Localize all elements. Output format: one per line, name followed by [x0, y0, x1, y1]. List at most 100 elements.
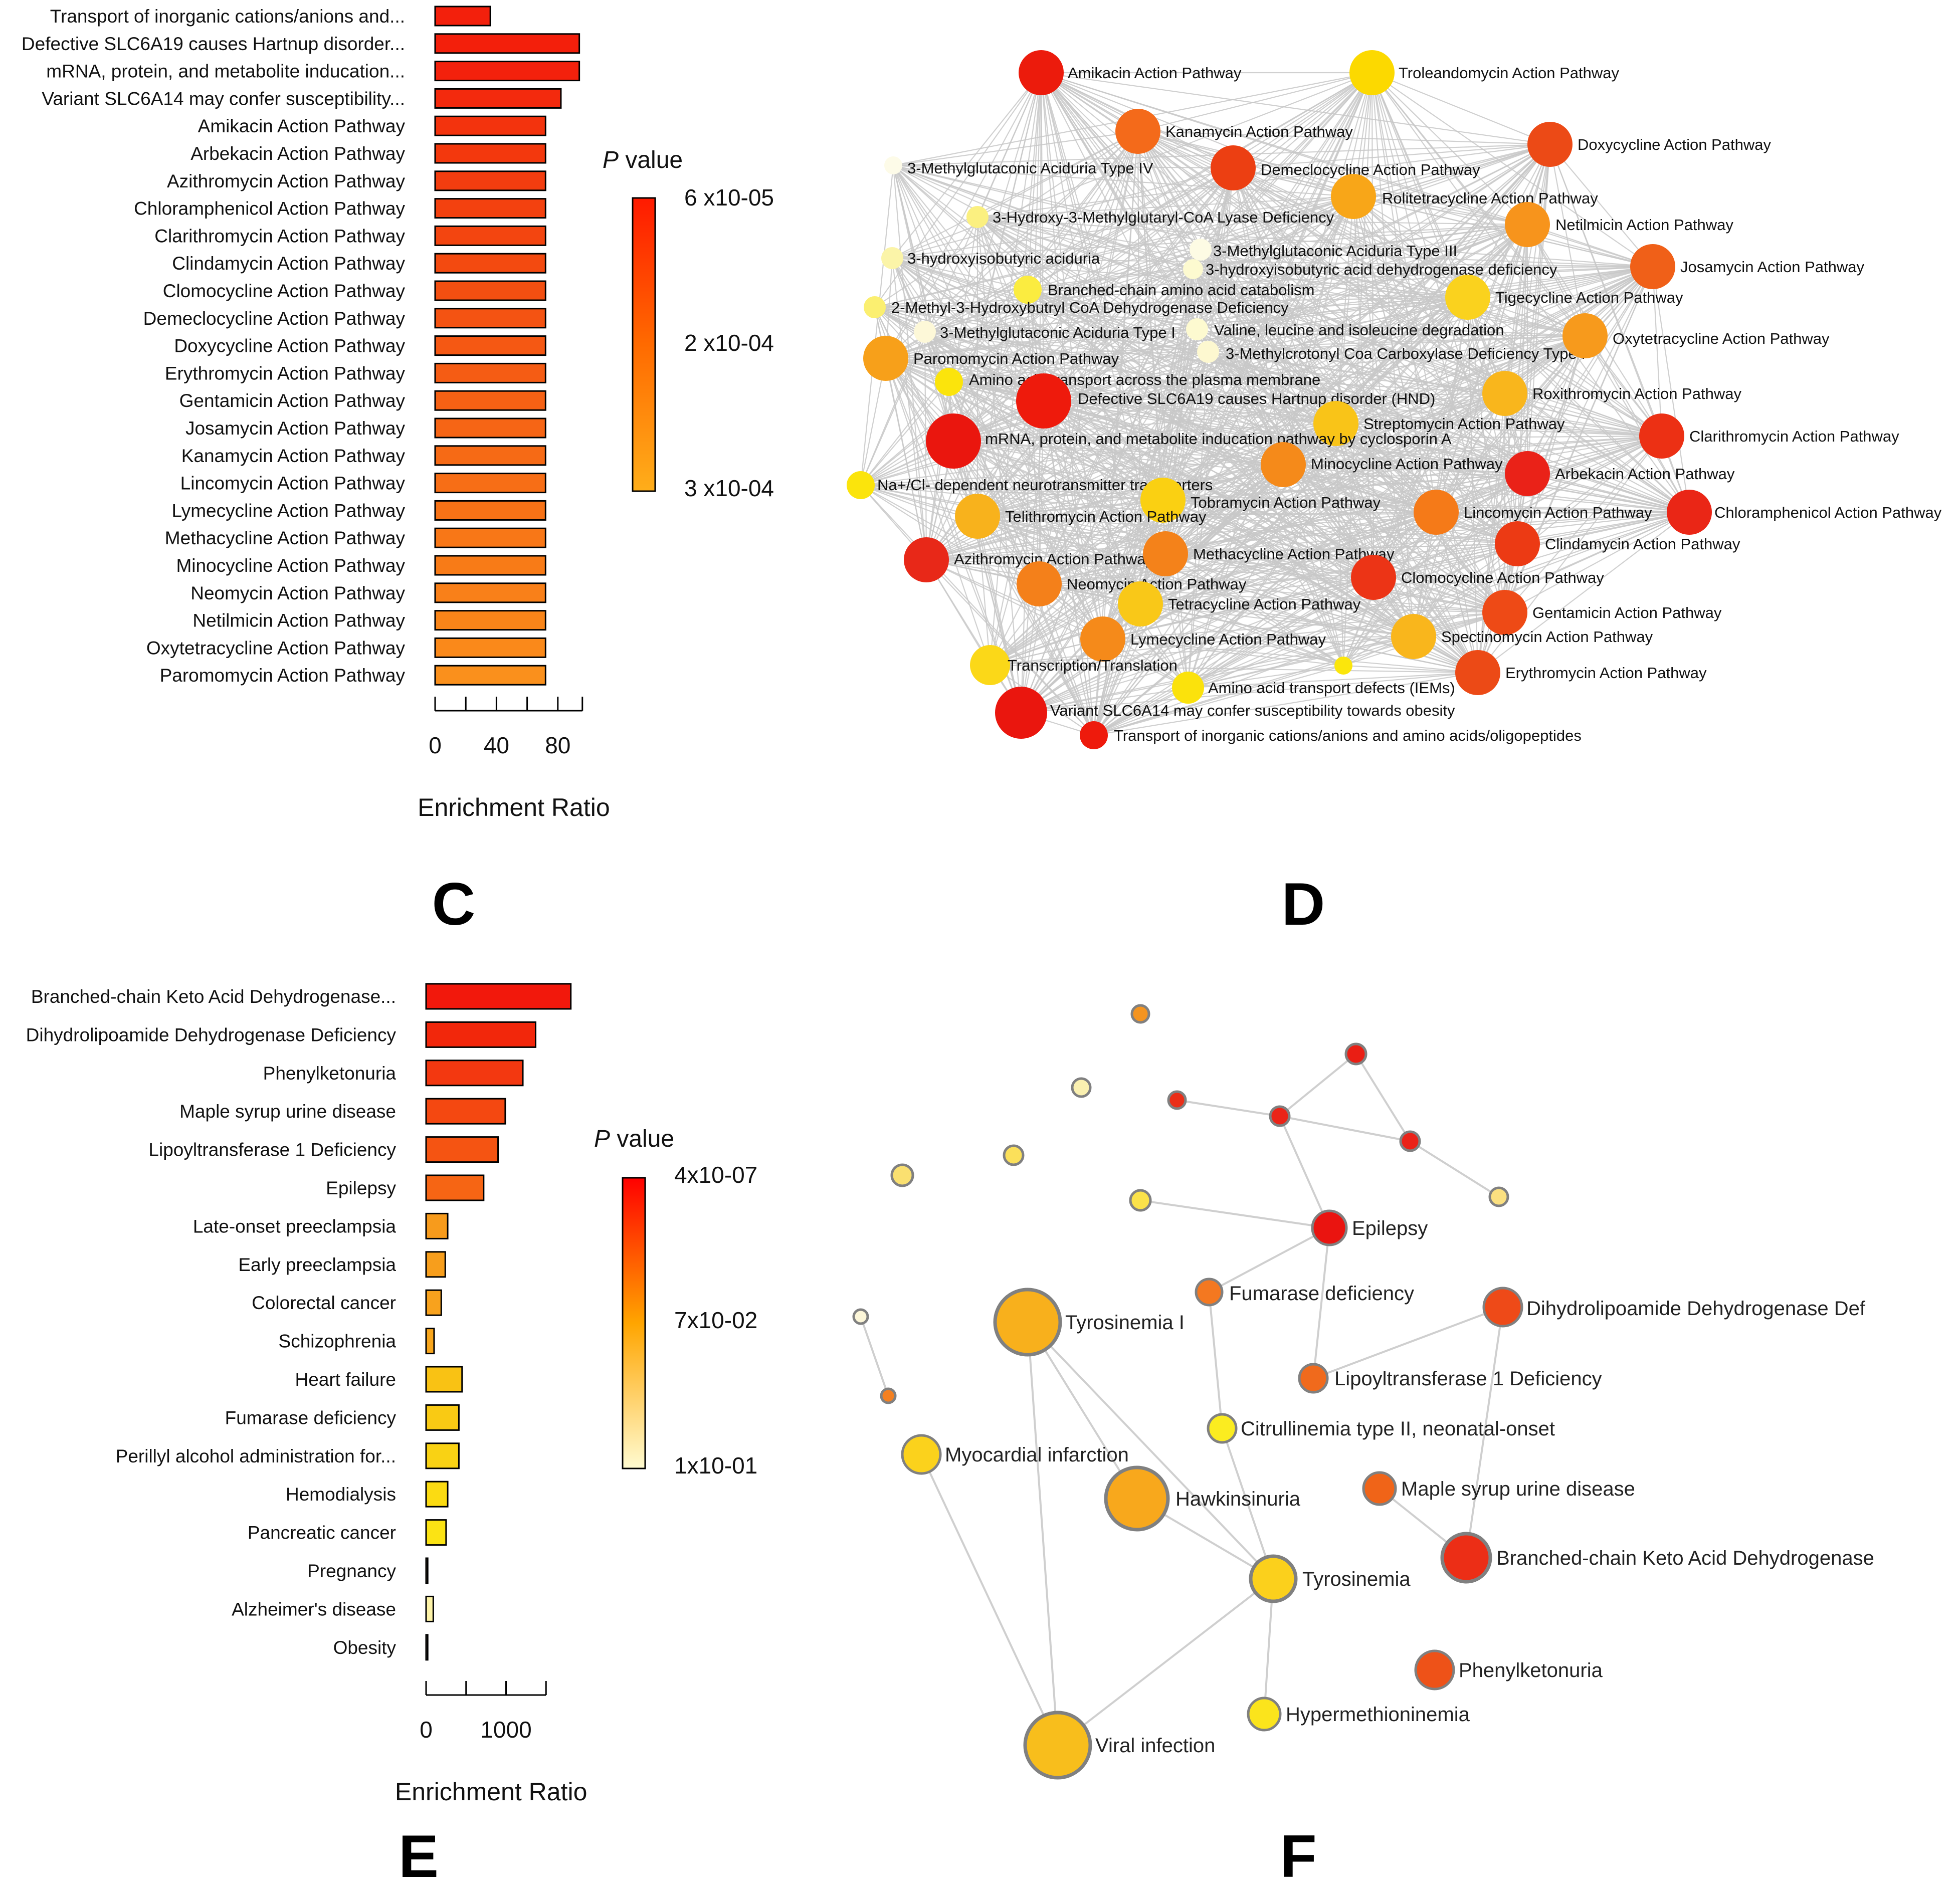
bar — [425, 1289, 442, 1316]
bar — [425, 1519, 447, 1546]
legend-e: P value 4x10-07 7x10-02 1x10-01 — [594, 1126, 757, 1479]
bar — [425, 1328, 435, 1355]
network-d-edge — [953, 440, 1528, 475]
network-d-edge — [1102, 500, 1164, 640]
network-f-node — [880, 1387, 897, 1404]
network-f-node-circle — [1311, 1209, 1348, 1246]
legend-e-label-top: 4x10-07 — [674, 1162, 757, 1188]
network-f-node: Viral infection — [1023, 1711, 1215, 1780]
network-d-edge — [1467, 297, 1662, 437]
network-d-node-circle — [1562, 313, 1608, 358]
network-f-node-circle — [1195, 1278, 1224, 1307]
legend-e-label-mid: 7x10-02 — [674, 1307, 757, 1333]
network-d-edge — [1140, 603, 1505, 613]
category-label: Clomocycline Action Pathway — [163, 281, 406, 301]
network-d-edge — [1165, 335, 1586, 554]
network-f-node: Branched-chain Keto Acid Dehydrogenase — [1440, 1532, 1874, 1584]
network-d-node-label: Roxithromycin Action Pathway — [1532, 385, 1741, 402]
network-f-node-circle — [880, 1387, 897, 1404]
network-f-edges — [860, 1053, 1504, 1746]
network-d-edge — [977, 216, 1653, 268]
network-d-node: Paromomycin Action Pathway — [863, 336, 1119, 381]
network-d-edge — [1027, 72, 1042, 290]
network-d-node-circle — [1016, 373, 1071, 429]
network-d-edge — [977, 216, 1662, 437]
network-d-edge — [1197, 72, 1373, 330]
network-d-node: Gentamicin Action Pathway — [1482, 590, 1722, 635]
network-d-node-label: Rolitetracycline Action Pathway — [1382, 189, 1598, 207]
network-f-node-circle — [1071, 1077, 1092, 1098]
network-d-edge — [1188, 511, 1690, 689]
network-d-edge — [1335, 423, 1662, 437]
network-d-edge — [948, 196, 1354, 382]
network-f-node-label: Lipoyltransferase 1 Deficiency — [1334, 1368, 1602, 1390]
network-d-edge — [1140, 473, 1528, 605]
network-d-edge — [1233, 72, 1373, 168]
network-d-node: Spectinomycin Action Pathway — [1391, 614, 1653, 659]
network-f-edge — [1355, 1053, 1411, 1142]
network-d-edge — [1093, 687, 1189, 736]
network-d-node-circle — [1391, 614, 1436, 659]
network-d-node: 2-Methyl-3-Hydroxybutryl CoA Dehydrogena… — [864, 296, 1289, 318]
network-f-node: Fumarase deficiency — [1195, 1278, 1414, 1307]
network-d-edge — [885, 167, 1234, 359]
network-f-node-label: Hypermethioninemia — [1286, 1704, 1470, 1726]
network-d-node-circle — [914, 321, 936, 343]
network-d-edge — [1102, 511, 1437, 640]
category-label: Josamycin Action Pathway — [185, 418, 406, 439]
network-d-node-label: Tetracycline Action Pathway — [1168, 595, 1361, 613]
network-d-node: Tigecycline Action Pathway — [1445, 275, 1683, 320]
network-d-edge — [860, 473, 1528, 486]
bar — [425, 1634, 429, 1661]
network-d-edge — [977, 511, 1690, 517]
network-d-edge — [874, 307, 1141, 604]
network-d-node: Telithromycin Action Pathway — [955, 494, 1207, 539]
network-d-node-label: Spectinomycin Action Pathway — [1441, 628, 1653, 646]
network-f-node-circle — [1247, 1697, 1282, 1732]
network-d-edge — [1353, 195, 1528, 226]
bar — [434, 527, 546, 548]
network-d-edge — [1093, 464, 1284, 736]
network-f-node-circle — [1440, 1532, 1492, 1584]
network-d-edge — [1140, 511, 1690, 605]
network-d-edge — [1043, 167, 1234, 401]
network-d-node-circle — [1639, 413, 1684, 459]
bar — [425, 1404, 460, 1431]
network-d-edge — [1165, 553, 1414, 638]
network-d-edge — [892, 224, 1528, 259]
network-d-edge — [1188, 672, 1478, 689]
network-d-node: Tobramycin Action Pathway — [1140, 478, 1381, 523]
network-d-edge — [893, 130, 1138, 166]
network-d-edge — [948, 351, 1209, 383]
network-d-node: Lymecycline Action Pathway — [1080, 616, 1326, 662]
network-d-edge — [885, 357, 1336, 425]
bar — [434, 335, 546, 356]
network-d-node-label: Branched-chain amino acid catabolism — [1048, 281, 1314, 299]
bar — [425, 1251, 446, 1278]
network-d-node: Amikacin Action Pathway — [1019, 50, 1242, 95]
network-d-node: Demeclocycline Action Pathway — [1211, 145, 1480, 190]
network-d-node-label: Josamycin Action Pathway — [1680, 258, 1865, 276]
network-d-edge — [1233, 167, 1528, 226]
network-d-node-circle — [1482, 371, 1527, 416]
network-f-node — [1399, 1130, 1421, 1152]
network-d-edge — [953, 441, 1166, 554]
network-f-node-circle — [1269, 1105, 1291, 1127]
network-d-edge — [1371, 72, 1662, 437]
category-label: Neomycin Action Pathway — [190, 583, 405, 603]
bar — [434, 610, 546, 631]
network-d-node: Roxithromycin Action Pathway — [1482, 371, 1741, 416]
bar — [425, 1098, 506, 1125]
network-d-edge — [1043, 131, 1139, 401]
network-d-edge — [885, 289, 1028, 359]
network-d-edge — [893, 165, 1198, 330]
category-label: Lipoyltransferase 1 Deficiency — [148, 1140, 396, 1160]
network-d-edge — [990, 603, 1141, 666]
network-d-edge — [1093, 512, 1437, 736]
network-d-edge — [990, 664, 1478, 674]
network-d-edge — [1027, 289, 1336, 425]
network-f-node — [890, 1163, 914, 1187]
network-d-node-label: 3-Methylglutaconic Aciduria Type III — [1213, 242, 1457, 260]
category-label: mRNA, protein, and metabolite inducation… — [46, 61, 405, 82]
network-f-node-circle — [890, 1163, 914, 1187]
